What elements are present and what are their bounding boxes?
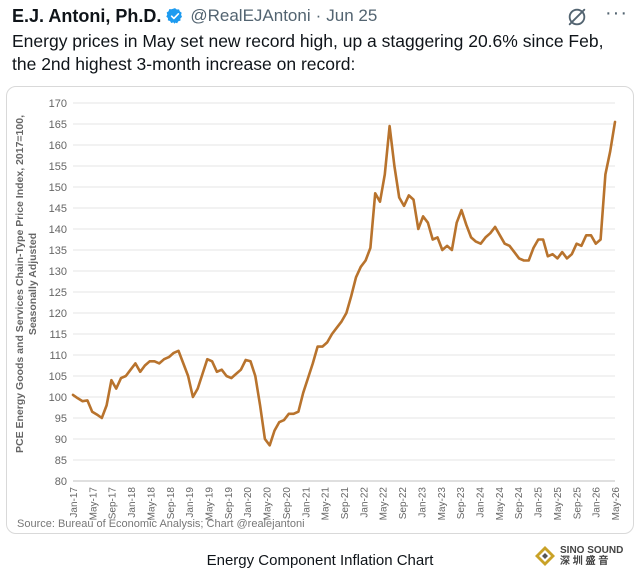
- x-tick-label: May-19: [205, 487, 216, 521]
- y-tick-label: 150: [49, 182, 67, 194]
- tweet-text-line-1: Energy prices in May set new record high…: [12, 31, 604, 51]
- x-tick-label: May-22: [379, 487, 390, 521]
- more-options-icon[interactable]: ···: [605, 2, 628, 24]
- y-axis-label: PCE Energy Goods and Services Chain-Type…: [14, 115, 39, 453]
- author-name[interactable]: E.J. Antoni, Ph.D.: [12, 5, 162, 26]
- y-tick-label: 120: [49, 308, 67, 320]
- y-tick-label: 155: [49, 161, 67, 173]
- y-tick-label: 145: [49, 203, 67, 215]
- x-tick-label: Jan-21: [301, 487, 312, 518]
- x-tick-label: Sep-18: [166, 487, 177, 520]
- y-axis-label-line: Seasonally Adjusted: [27, 233, 39, 335]
- y-tick-label: 165: [49, 119, 67, 131]
- tweet-text: Energy prices in May set new record high…: [12, 30, 628, 76]
- y-tick-label: 135: [49, 245, 67, 257]
- x-tick-label: Jan-20: [243, 487, 254, 518]
- verified-badge-icon: [166, 7, 184, 25]
- y-tick-label: 80: [55, 476, 67, 488]
- tweet-date[interactable]: Jun 25: [326, 6, 378, 25]
- y-tick-label: 90: [55, 434, 67, 446]
- x-tick-label: May-25: [553, 487, 564, 521]
- x-tick-label: May-26: [611, 487, 622, 521]
- y-tick-label: 85: [55, 455, 67, 467]
- tweet-text-line-2: the 2nd highest 3-month increase on reco…: [12, 54, 356, 74]
- y-tick-label: 105: [49, 371, 67, 383]
- x-tick-label: May-21: [321, 487, 332, 521]
- watermark-line-1: SINO SOUND: [560, 545, 624, 556]
- energy-price-chart: 80 85 90 95 100 105 110 115 120 125 130 135 140 145 15…: [14, 98, 622, 530]
- watermark-line-2: 深 圳 盛 音: [560, 556, 609, 567]
- chart-caption: Energy Component Inflation Chart: [206, 552, 434, 569]
- y-tick-label: 130: [49, 266, 67, 278]
- x-tick-label: Sep-20: [282, 487, 293, 520]
- tweet-header: E.J. Antoni, Ph.D. @RealEJAntoni · Jun 2…: [12, 2, 628, 28]
- grok-icon[interactable]: [566, 6, 588, 28]
- x-tick-label: Jan-24: [476, 487, 487, 518]
- x-tick-label: Jan-22: [359, 487, 370, 518]
- x-tick-label: Jan-26: [592, 487, 603, 518]
- x-tick-label: May-23: [437, 487, 448, 521]
- y-tick-label: 115: [49, 329, 67, 341]
- y-tick-label: 125: [49, 287, 67, 299]
- y-tick-label: 160: [49, 140, 67, 152]
- y-axis-label-line: PCE Energy Goods and Services Chain-Type…: [14, 115, 26, 453]
- chart-source: Source: Bureau of Economic Analysis; Cha…: [17, 518, 305, 530]
- chart-image[interactable]: 80 85 90 95 100 105 110 115 120 125 130 135 140 145 15…: [6, 86, 634, 534]
- y-tick-label: 100: [49, 392, 67, 404]
- y-tick-label: 95: [55, 413, 67, 425]
- watermark-logo-icon: [535, 546, 555, 566]
- x-tick-label: Jan-25: [534, 487, 545, 518]
- x-tick-label: Jan-19: [185, 487, 196, 518]
- series-line: [71, 120, 617, 447]
- y-tick-label: 110: [49, 350, 67, 362]
- x-tick-label: Sep-23: [456, 487, 467, 520]
- x-tick-label: Sep-19: [224, 487, 235, 520]
- x-tick-label: Sep-21: [340, 487, 351, 520]
- x-tick-label: May-18: [146, 487, 157, 521]
- separator-dot: ·: [315, 6, 322, 25]
- y-tick-label: 140: [49, 224, 67, 236]
- x-tick-label: Jan-18: [127, 487, 138, 518]
- x-tick-label: Jan-17: [69, 487, 80, 518]
- author-handle[interactable]: @RealEJAntoni: [190, 6, 311, 25]
- x-tick-label: Sep-17: [108, 487, 119, 520]
- x-tick-label: May-20: [263, 487, 274, 521]
- x-tick-label: May-24: [495, 487, 506, 521]
- x-tick-label: Sep-22: [398, 487, 409, 520]
- x-tick-label: Sep-24: [514, 487, 525, 520]
- watermark: SINO SOUND 深 圳 盛 音: [534, 541, 634, 571]
- x-tick-label: Jan-23: [417, 487, 428, 518]
- x-tick-label: Sep-25: [572, 487, 583, 520]
- y-tick-label: 170: [49, 98, 67, 110]
- x-tick-label: May-17: [88, 487, 99, 521]
